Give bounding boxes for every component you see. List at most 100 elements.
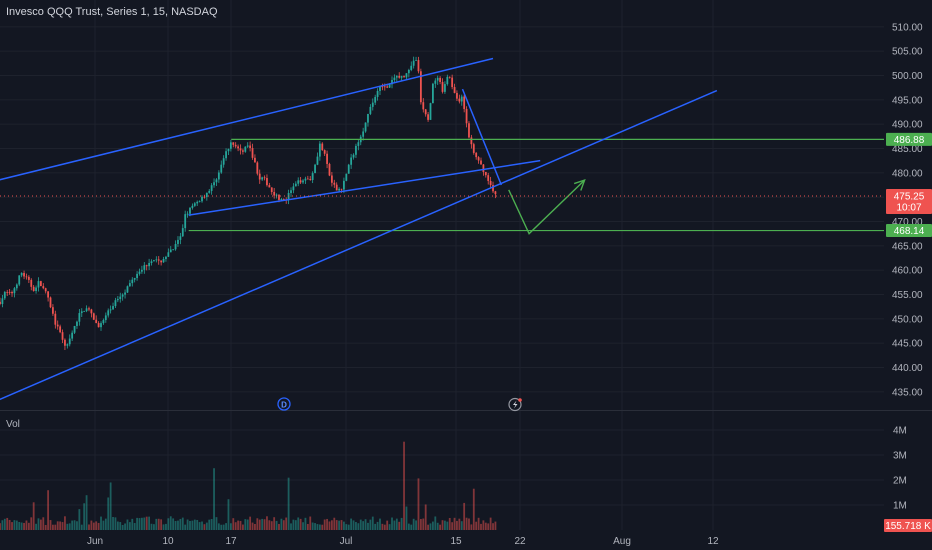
- candle-body: [136, 273, 138, 279]
- candle-body: [11, 291, 13, 294]
- volume-bar: [395, 518, 398, 530]
- volume-bar: [140, 517, 143, 530]
- volume-bar: [323, 519, 326, 530]
- candle-body: [472, 144, 475, 153]
- volume-bar: [282, 520, 285, 530]
- trendline[interactable]: [0, 89, 718, 401]
- volume-bar: [263, 519, 266, 530]
- volume-bar: [470, 524, 473, 530]
- volume-bar: [429, 523, 432, 530]
- volume-bar: [249, 516, 252, 530]
- volume-bar: [133, 523, 136, 530]
- volume-bar: [427, 524, 429, 530]
- candle-body: [59, 326, 62, 333]
- candle-body: [432, 83, 434, 104]
- candle-body: [124, 292, 126, 295]
- candle-body: [157, 259, 160, 261]
- volume-bar: [121, 524, 124, 530]
- volume-bar: [345, 524, 348, 530]
- trendline[interactable]: [0, 57, 494, 181]
- volume-bar: [73, 520, 76, 530]
- volume-bar: [32, 502, 35, 530]
- dividend-icon[interactable]: [277, 397, 291, 411]
- volume-bar: [203, 524, 206, 530]
- volume-bar: [83, 503, 86, 530]
- volume-bar: [355, 522, 357, 530]
- volume-bar: [239, 520, 242, 530]
- candle-body: [179, 236, 182, 240]
- candle-body: [220, 164, 223, 173]
- projection-line[interactable]: [508, 179, 586, 235]
- volume-bar: [102, 520, 105, 530]
- candle-body: [3, 291, 6, 299]
- candle-body: [465, 108, 468, 124]
- candle-body: [169, 249, 172, 253]
- volume-bar: [155, 518, 158, 530]
- candle-body: [201, 196, 203, 202]
- volume-bar: [198, 522, 201, 530]
- candle-body: [362, 131, 365, 137]
- candle-body: [109, 309, 112, 311]
- trendline[interactable]: [188, 159, 541, 216]
- volume-bar: [343, 521, 345, 530]
- candle-body: [68, 338, 71, 345]
- dividend-marker[interactable]: D: [277, 397, 291, 411]
- earnings-marker[interactable]: [508, 397, 522, 412]
- horizontal-levels[interactable]: [188, 138, 884, 232]
- volume-bar: [18, 521, 21, 530]
- candle-body: [330, 175, 333, 183]
- volume-bar: [246, 519, 249, 530]
- candle-body: [225, 151, 227, 159]
- candle-body: [278, 194, 280, 200]
- volume-bar: [52, 524, 54, 530]
- candle-body: [88, 308, 90, 310]
- candle-body: [140, 269, 143, 272]
- trendline[interactable]: [461, 88, 503, 186]
- candle-body: [393, 77, 396, 80]
- candle-body: [463, 96, 466, 109]
- candle-body: [458, 98, 461, 102]
- volume-bar: [340, 520, 343, 530]
- price-tick-label: 440.00: [892, 363, 923, 374]
- candle-body: [49, 297, 52, 308]
- volume-bar: [403, 441, 405, 530]
- candle-body: [208, 190, 211, 193]
- candle-body: [280, 199, 283, 200]
- candle-body: [287, 193, 290, 201]
- price-tick-label: 470.00: [892, 217, 923, 228]
- candle-body: [335, 184, 338, 191]
- volume-tick-label: 3M: [893, 451, 907, 462]
- time-axis[interactable]: Jun 10 17 Jul 15 22 Aug 12: [87, 536, 719, 547]
- candle-body: [270, 187, 273, 192]
- candle-body: [203, 196, 206, 198]
- candle-body: [90, 309, 93, 314]
- volume-bar: [80, 524, 83, 530]
- volume-bar: [153, 524, 155, 530]
- volume-bar: [44, 524, 47, 530]
- candle-body: [35, 287, 37, 291]
- volume-bar: [407, 523, 410, 530]
- candle-body: [446, 76, 449, 85]
- volume-axis[interactable]: 1M 2M 3M 4M: [893, 426, 907, 512]
- volume-bar: [220, 524, 223, 530]
- projection-path[interactable]: [508, 179, 586, 235]
- last-volume-badge: [884, 519, 932, 532]
- candle-body: [121, 294, 124, 297]
- countdown-label: 10:07: [896, 202, 921, 213]
- projection-arrowhead: [573, 179, 586, 191]
- candle-body: [290, 190, 292, 194]
- candle-body: [391, 79, 393, 85]
- candle-body: [215, 179, 218, 183]
- candle-body: [44, 288, 47, 292]
- candle-body: [441, 81, 444, 92]
- trendlines[interactable]: [0, 57, 718, 401]
- price-tick-label: 460.00: [892, 266, 923, 277]
- volume-bar: [92, 522, 95, 530]
- volume-bar: [128, 522, 131, 530]
- candle-body: [381, 86, 384, 88]
- volume-bar: [143, 517, 146, 530]
- volume-bar: [415, 520, 417, 530]
- volume-bar: [422, 518, 425, 530]
- candle-body: [73, 326, 76, 333]
